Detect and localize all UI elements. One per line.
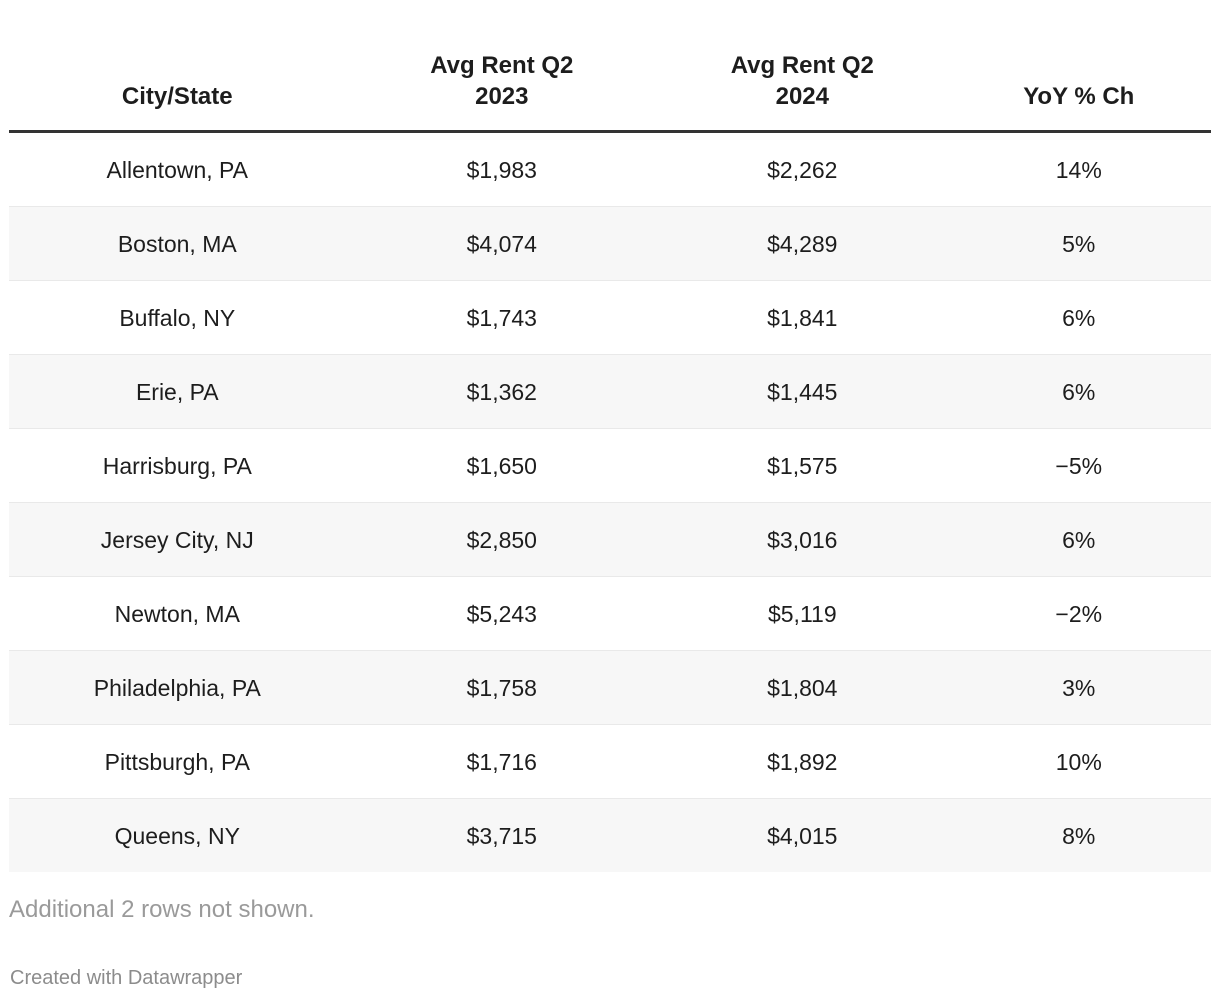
rent-2023-cell: $1,758 xyxy=(345,650,659,725)
rent-2024-cell: $1,445 xyxy=(658,354,947,429)
city-cell: Philadelphia, PA xyxy=(9,650,346,725)
table-header: City/State Avg Rent Q2 2023 Avg Rent Q2 … xyxy=(9,0,1211,133)
yoy-cell: −5% xyxy=(946,428,1211,503)
table-row: Allentown, PA $1,983 $2,262 14% xyxy=(9,132,1211,207)
yoy-cell: 3% xyxy=(946,650,1211,725)
table-row: Newton, MA $5,243 $5,119 −2% xyxy=(9,576,1211,651)
datawrapper-attribution: Created with Datawrapper xyxy=(10,967,243,989)
rent-2024-cell: $3,016 xyxy=(658,502,947,577)
table-row: Boston, MA $4,074 $4,289 5% xyxy=(9,206,1211,281)
city-cell: Pittsburgh, PA xyxy=(9,724,346,799)
rent-2024-cell: $1,575 xyxy=(658,428,947,503)
yoy-cell: 6% xyxy=(946,354,1211,429)
yoy-cell: −2% xyxy=(946,576,1211,651)
table-row: Jersey City, NJ $2,850 $3,016 6% xyxy=(9,502,1211,577)
city-cell: Jersey City, NJ xyxy=(9,502,346,577)
rent-2023-cell: $1,983 xyxy=(466,156,537,183)
city-cell: Newton, MA xyxy=(9,576,346,651)
rent-2024-cell: $4,289 xyxy=(658,206,947,281)
rent-2023-cell: $3,715 xyxy=(345,798,659,872)
table-row: Harrisburg, PA $1,650 $1,575 −5% xyxy=(9,428,1211,503)
rent-2024-cell: $5,119 xyxy=(658,576,947,651)
table-row: Philadelphia, PA $1,758 $1,804 3% xyxy=(9,650,1211,725)
city-cell: Erie, PA xyxy=(9,354,346,429)
rent-2023-cell: $4,074 xyxy=(345,206,659,281)
table-row: Buffalo, NY $1,743 $1,841 6% xyxy=(9,280,1211,355)
city-cell: Buffalo, NY xyxy=(9,280,346,355)
rent-2024-cell: $2,262 xyxy=(767,156,838,183)
table-row: Erie, PA $1,362 $1,445 6% xyxy=(9,354,1211,429)
table-row: Queens, NY $3,715 $4,015 8% xyxy=(9,798,1211,872)
yoy-cell: 10% xyxy=(946,724,1211,799)
city-cell: Harrisburg, PA xyxy=(9,428,346,503)
header-avg-rent-2023: Avg Rent Q2 2023 xyxy=(345,0,659,133)
rent-table: City/State Avg Rent Q2 2023 Avg Rent Q2 … xyxy=(9,0,1211,872)
header-avg-rent-2024: Avg Rent Q2 2024 xyxy=(658,0,947,133)
rent-2023-cell: $5,243 xyxy=(345,576,659,651)
rent-2023-cell: $1,743 xyxy=(345,280,659,355)
yoy-cell: 8% xyxy=(946,798,1211,872)
table-body: Allentown, PA $1,983 $2,262 14% Boston, MA $4… xyxy=(9,132,1211,872)
rows-not-shown-note: Additional 2 rows not shown. xyxy=(9,896,315,923)
rent-2023-cell: $1,650 xyxy=(345,428,659,503)
header-row: City/State Avg Rent Q2 2023 Avg Rent Q2 … xyxy=(9,0,1211,133)
yoy-cell: 6% xyxy=(946,502,1211,577)
yoy-cell: 6% xyxy=(946,280,1211,355)
header-yoy-change: YoY % Ch xyxy=(946,0,1211,133)
yoy-cell: 5% xyxy=(946,206,1211,281)
city-cell: Queens, NY xyxy=(9,798,346,872)
header-city-state: City/State xyxy=(9,0,346,133)
rent-2024-cell: $1,804 xyxy=(658,650,947,725)
rent-table-container: City/State Avg Rent Q2 2023 Avg Rent Q2 … xyxy=(9,0,1211,872)
rent-2023-cell: $1,716 xyxy=(345,724,659,799)
city-cell: Boston, MA xyxy=(9,206,346,281)
rent-2023-cell: $2,850 xyxy=(345,502,659,577)
rent-2024-cell: $4,015 xyxy=(658,798,947,872)
rent-2024-cell: $1,841 xyxy=(658,280,947,355)
city-cell: Allentown, PA xyxy=(106,156,249,183)
table-row: Pittsburgh, PA $1,716 $1,892 10% xyxy=(9,724,1211,799)
rent-2024-cell: $1,892 xyxy=(658,724,947,799)
rent-2023-cell: $1,362 xyxy=(345,354,659,429)
yoy-cell: 14% xyxy=(1055,156,1102,183)
